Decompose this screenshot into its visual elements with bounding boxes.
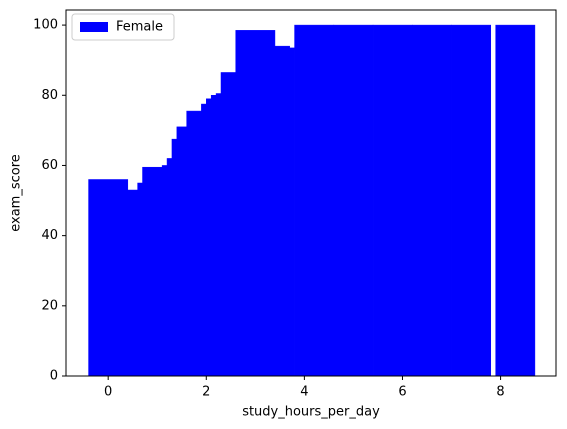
x-tick-label: 2: [202, 385, 210, 400]
x-axis-label: study_hours_per_day: [242, 405, 380, 420]
x-tick-label: 6: [398, 385, 406, 400]
y-tick-label: 20: [41, 298, 58, 313]
y-tick-label: 60: [41, 158, 58, 173]
bar: [294, 24, 335, 377]
bar: [495, 24, 536, 377]
legend-swatch: [80, 22, 108, 32]
plot-frame: [65, 9, 557, 377]
y-tick-label: 80: [41, 88, 58, 103]
bar: [255, 47, 295, 377]
bar: [88, 179, 129, 377]
x-tick-label: 4: [300, 385, 308, 400]
legend-label: Female: [116, 20, 163, 35]
bar: [372, 24, 413, 377]
y-axis-label: exam_score: [9, 154, 24, 232]
y-tick-label: 100: [33, 18, 58, 33]
bar: [451, 24, 492, 377]
bar: [412, 24, 452, 377]
legend-box: [71, 13, 175, 41]
y-tick-label: 40: [41, 228, 58, 243]
bar: [333, 24, 374, 377]
x-tick-label: 8: [496, 385, 504, 400]
x-tick-label: 0: [104, 385, 112, 400]
y-tick-label: 0: [50, 369, 58, 384]
